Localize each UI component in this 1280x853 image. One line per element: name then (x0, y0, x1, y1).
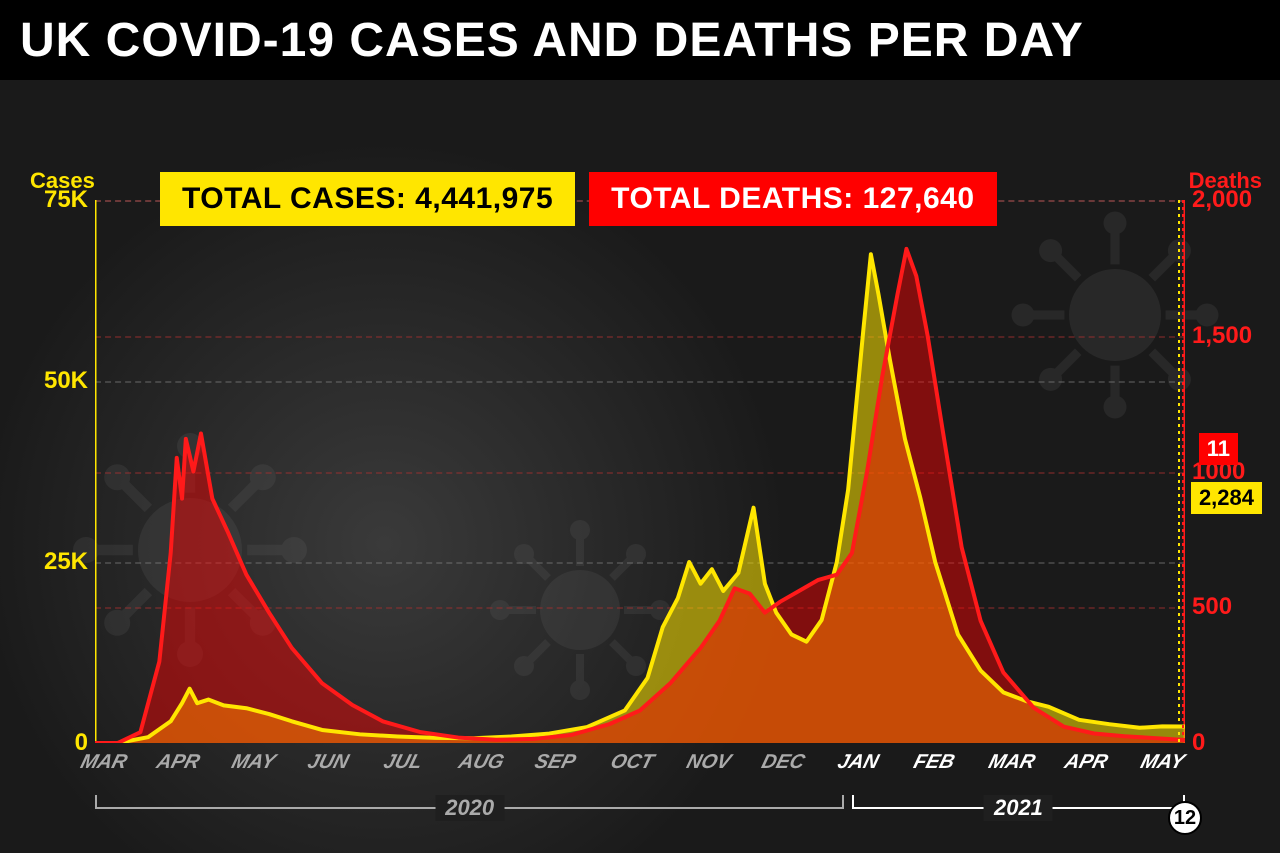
month-label: APR (1062, 751, 1110, 774)
chart-title: UK COVID-19 CASES AND DEATHS PER DAY (0, 0, 1280, 80)
month-label: FEB (911, 751, 957, 774)
ytick-right: 0 (1192, 729, 1252, 757)
ytick-left: 75K (38, 186, 88, 214)
month-label: MAY (1138, 751, 1187, 774)
total-cases-box: TOTAL CASES: 4,441,975 (160, 172, 575, 226)
ytick-right: 1,500 (1192, 322, 1252, 350)
year-label: 2021 (984, 795, 1053, 821)
end-date-badge: 12 (1168, 801, 1202, 835)
month-label: DEC (759, 751, 807, 774)
end-label-deaths: 11 (1199, 433, 1238, 465)
month-label: APR (154, 751, 202, 774)
ytick-right: 2,000 (1192, 186, 1252, 214)
month-label: JUL (381, 751, 425, 774)
month-label: AUG (456, 751, 507, 774)
month-label: OCT (608, 751, 656, 774)
month-label: SEP (532, 751, 578, 774)
year-bracket: 2021 (852, 799, 1185, 831)
month-label: MAR (78, 751, 130, 774)
month-label: JAN (835, 751, 881, 774)
month-label: MAY (229, 751, 278, 774)
year-bracket: 2020 (95, 799, 844, 831)
month-label: NOV (683, 751, 733, 774)
month-label: MAR (986, 751, 1038, 774)
ytick-left: 0 (38, 729, 88, 757)
chart-svg (95, 200, 1185, 743)
chart-area: Cases Deaths TOTAL CASES: 4,441,975 TOTA… (0, 80, 1280, 853)
end-label-cases: 2,284 (1191, 482, 1262, 514)
plot-area (95, 200, 1185, 743)
ytick-left: 50K (38, 367, 88, 395)
total-deaths-box: TOTAL DEATHS: 127,640 (589, 172, 996, 226)
year-label: 2020 (435, 795, 504, 821)
ytick-right: 500 (1192, 593, 1252, 621)
month-label: JUN (305, 751, 351, 774)
totals-row: TOTAL CASES: 4,441,975 TOTAL DEATHS: 127… (160, 172, 997, 226)
deaths-area (95, 249, 1185, 743)
ytick-left: 25K (38, 548, 88, 576)
